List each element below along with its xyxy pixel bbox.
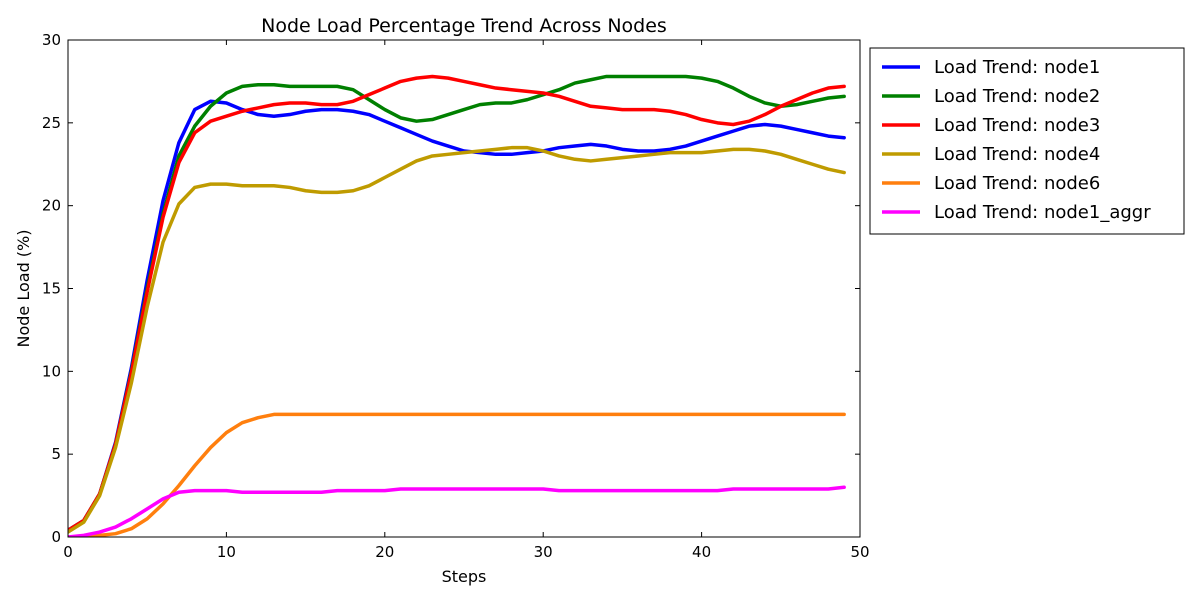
x-axis-label: Steps	[442, 567, 487, 586]
x-tick-label: 30	[534, 543, 553, 561]
y-tick-label: 5	[51, 445, 61, 463]
y-tick-label: 25	[42, 114, 61, 132]
legend-box	[869, 47, 1185, 235]
x-tick-label: 10	[217, 543, 236, 561]
legend-label: Load Trend: node1_aggr	[934, 202, 1151, 223]
series-line-4	[68, 145, 846, 534]
legend-label: Load Trend: node2	[934, 86, 1100, 107]
legend: Load Trend: node1 Load Trend: node2 Load T…	[869, 47, 1185, 235]
x-tick-label: 0	[63, 543, 73, 561]
legend-label: Load Trend: node6	[934, 173, 1100, 194]
series-line-1	[68, 99, 846, 533]
legend-label: Load Trend: node3	[934, 115, 1100, 136]
plot-frame	[67, 39, 861, 538]
legend-label: Load Trend: node4	[934, 144, 1100, 165]
x-tick-label: 40	[692, 543, 711, 561]
y-tick-label: 10	[42, 362, 61, 380]
x-tick-label: 20	[375, 543, 394, 561]
y-tick-label: 15	[42, 280, 61, 298]
series-lines	[68, 74, 846, 537]
plot-area: 0 10 20 30 40 50 0 5 10 15 20 25 30	[42, 31, 870, 561]
series-line-2	[68, 74, 846, 533]
y-tick-label: 20	[42, 197, 61, 215]
series-line-6	[68, 485, 846, 537]
x-tick-label: 50	[850, 543, 869, 561]
legend-label: Load Trend: node1	[934, 57, 1100, 78]
y-axis-label: Node Load (%)	[14, 230, 33, 348]
series-line-3	[68, 74, 846, 533]
chart-title: Node Load Percentage Trend Across Nodes	[261, 15, 667, 37]
y-tick-label: 0	[51, 528, 61, 546]
series-line-5	[68, 412, 846, 537]
y-tick-label: 30	[42, 31, 61, 49]
